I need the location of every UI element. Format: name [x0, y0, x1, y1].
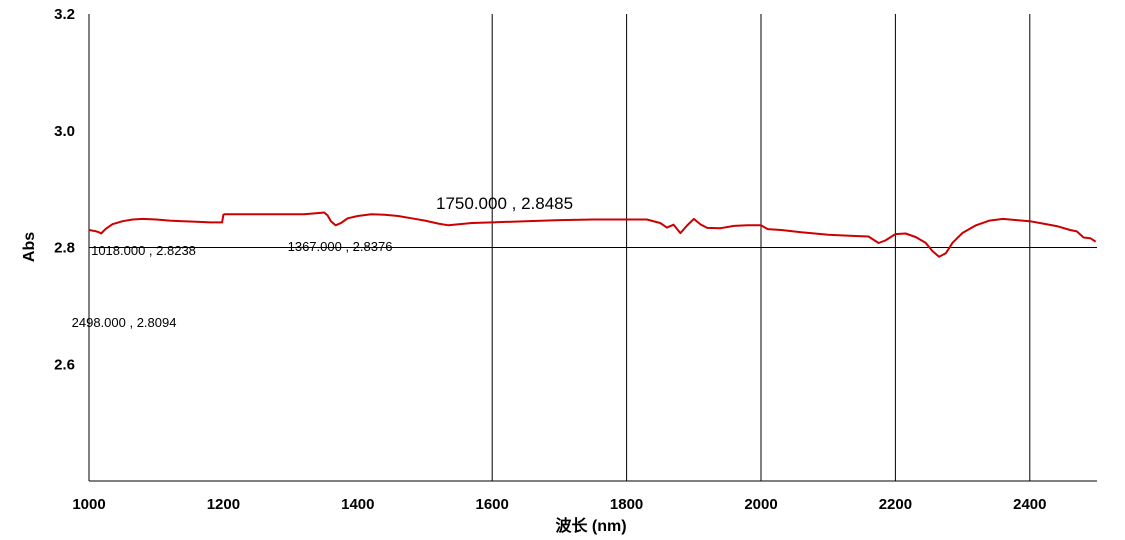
x-tick-label: 1400	[341, 496, 374, 513]
annotations: 1018.000 , 2.8238 1367.000 , 2.8376 1750.0…	[72, 194, 573, 330]
x-tick-label: 1600	[476, 496, 509, 513]
y-tick-label: 2.6	[54, 356, 75, 373]
data-point-label-3: 2498.000 , 2.8094	[72, 315, 177, 330]
x-tick-label: 1200	[207, 496, 240, 513]
x-axis-title: 波长 (nm)	[555, 516, 626, 535]
x-tick-label: 1000	[72, 496, 105, 513]
axes	[88, 14, 1097, 482]
tick-labels: 1000 1200 1400 1600 1800 2000 2200 2400 3.2 3.0 2.…	[54, 6, 1046, 513]
y-tick-label: 3.2	[54, 6, 75, 23]
y-axis-title: Abs	[21, 232, 38, 262]
y-tick-label: 3.0	[54, 123, 75, 140]
x-tick-label: 2200	[879, 496, 912, 513]
data-point-label-0: 1018.000 , 2.8238	[91, 243, 196, 258]
y-tick-label: 2.8	[54, 240, 75, 257]
series-line-0	[88, 211, 1097, 258]
data-point-label-2: 1750.000 , 2.8485	[436, 194, 573, 213]
x-tick-label: 2400	[1013, 496, 1046, 513]
grid	[89, 14, 1097, 481]
x-tick-label: 1800	[610, 496, 643, 513]
x-tick-label: 2000	[744, 496, 777, 513]
series	[88, 211, 1097, 258]
data-point-label-1: 1367.000 , 2.8376	[288, 239, 393, 254]
